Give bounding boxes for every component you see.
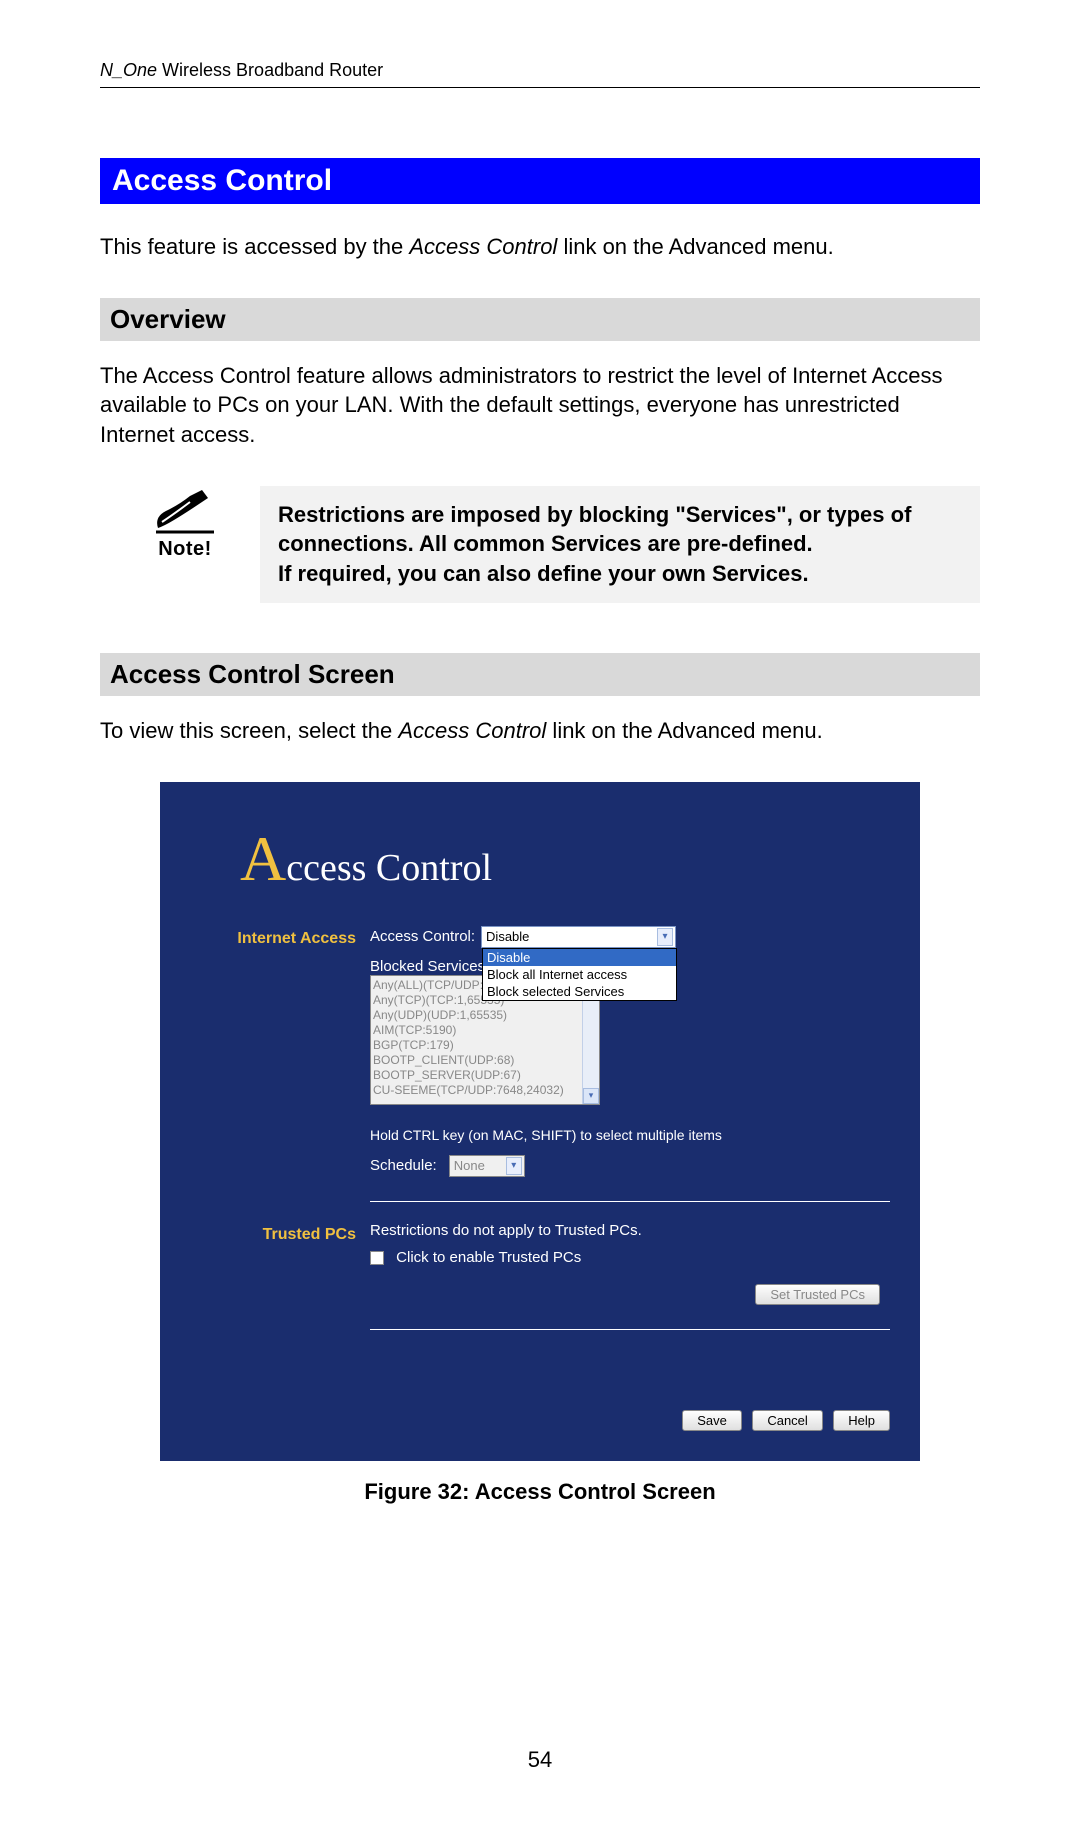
note-text: Restrictions are imposed by blocking "Se… [260, 486, 980, 603]
set-trusted-pcs-button[interactable]: Set Trusted PCs [755, 1284, 880, 1305]
access-control-screenshot: Access Control Internet Access Access Co… [160, 782, 920, 1461]
dropdown-item-block-all[interactable]: Block all Internet access [483, 966, 676, 983]
help-button[interactable]: Help [833, 1410, 890, 1431]
trusted-pcs-checkbox[interactable] [370, 1251, 384, 1265]
access-control-dropdown[interactable]: Disable Block all Internet access Block … [482, 948, 677, 1001]
screen-intro: To view this screen, select the Access C… [100, 716, 980, 746]
dropdown-item-disable[interactable]: Disable [483, 949, 676, 966]
schedule-label: Schedule: [370, 1157, 437, 1174]
title-rest: ccess Control [286, 847, 492, 889]
intro-link: Access Control [409, 234, 557, 259]
note-label: Note! [140, 538, 230, 561]
note-line2: If required, you can also define your ow… [278, 561, 809, 586]
access-control-select[interactable]: Disable ▾ [481, 926, 676, 948]
schedule-value: None [454, 1158, 485, 1173]
chevron-down-icon[interactable]: ▾ [506, 1157, 522, 1175]
page-header: N_One Wireless Broadband Router [100, 60, 980, 88]
figure-caption: Figure 32: Access Control Screen [100, 1479, 980, 1505]
intro-pre: This feature is accessed by the [100, 234, 409, 259]
intro-paragraph: This feature is accessed by the Access C… [100, 232, 980, 262]
header-italic: N_One [100, 60, 157, 80]
multi-select-hint: Hold CTRL key (on MAC, SHIFT) to select … [370, 1127, 890, 1143]
note-block: Note! Restrictions are imposed by blocki… [140, 486, 980, 603]
trusted-checkbox-label: Click to enable Trusted PCs [396, 1249, 581, 1266]
service-item-6[interactable]: BOOTP_SERVER(UDP:67) [373, 1068, 597, 1083]
title-big-a: A [240, 823, 286, 894]
overview-heading: Overview [100, 298, 980, 341]
service-item-4[interactable]: BGP(TCP:179) [373, 1038, 597, 1053]
note-icon-column: Note! [140, 486, 230, 561]
note-line1: Restrictions are imposed by blocking "Se… [278, 502, 911, 557]
screen-intro-link: Access Control [398, 718, 546, 743]
dropdown-item-block-selected[interactable]: Block selected Services [483, 983, 676, 1000]
screen-intro-post: link on the Advanced menu. [546, 718, 822, 743]
intro-post: link on the Advanced menu. [557, 234, 833, 259]
access-control-label: Access Control: [370, 928, 475, 945]
header-rest: Wireless Broadband Router [157, 60, 383, 80]
chevron-down-icon[interactable]: ▾ [657, 928, 673, 946]
overview-text: The Access Control feature allows admini… [100, 361, 980, 450]
service-item-5[interactable]: BOOTP_CLIENT(UDP:68) [373, 1053, 597, 1068]
cancel-button[interactable]: Cancel [752, 1410, 822, 1431]
section-divider [370, 1201, 890, 1202]
schedule-select[interactable]: None ▾ [449, 1155, 525, 1177]
page-number: 54 [0, 1747, 1080, 1773]
service-item-3[interactable]: AIM(TCP:5190) [373, 1023, 597, 1038]
page-title-bar: Access Control [100, 158, 980, 204]
internet-access-label: Internet Access [180, 930, 370, 948]
section-divider-2 [370, 1329, 890, 1330]
scroll-down-icon[interactable]: ▾ [583, 1088, 599, 1104]
access-control-value: Disable [486, 929, 529, 944]
screen-section-heading: Access Control Screen [100, 653, 980, 696]
internet-access-panel: Access Control: Disable ▾ Disable Block … [370, 926, 890, 1222]
service-item-7[interactable]: CU-SEEME(TCP/UDP:7648,24032) [373, 1083, 597, 1098]
screen-intro-pre: To view this screen, select the [100, 718, 398, 743]
pencil-note-icon [150, 486, 220, 536]
trusted-pcs-label: Trusted PCs [180, 1226, 370, 1244]
trusted-text: Restrictions do not apply to Trusted PCs… [370, 1222, 884, 1239]
page-title-text: Access Control [112, 164, 332, 197]
service-item-2[interactable]: Any(UDP)(UDP:1,65535) [373, 1008, 597, 1023]
screenshot-title: Access Control [160, 782, 920, 926]
save-button[interactable]: Save [682, 1410, 742, 1431]
